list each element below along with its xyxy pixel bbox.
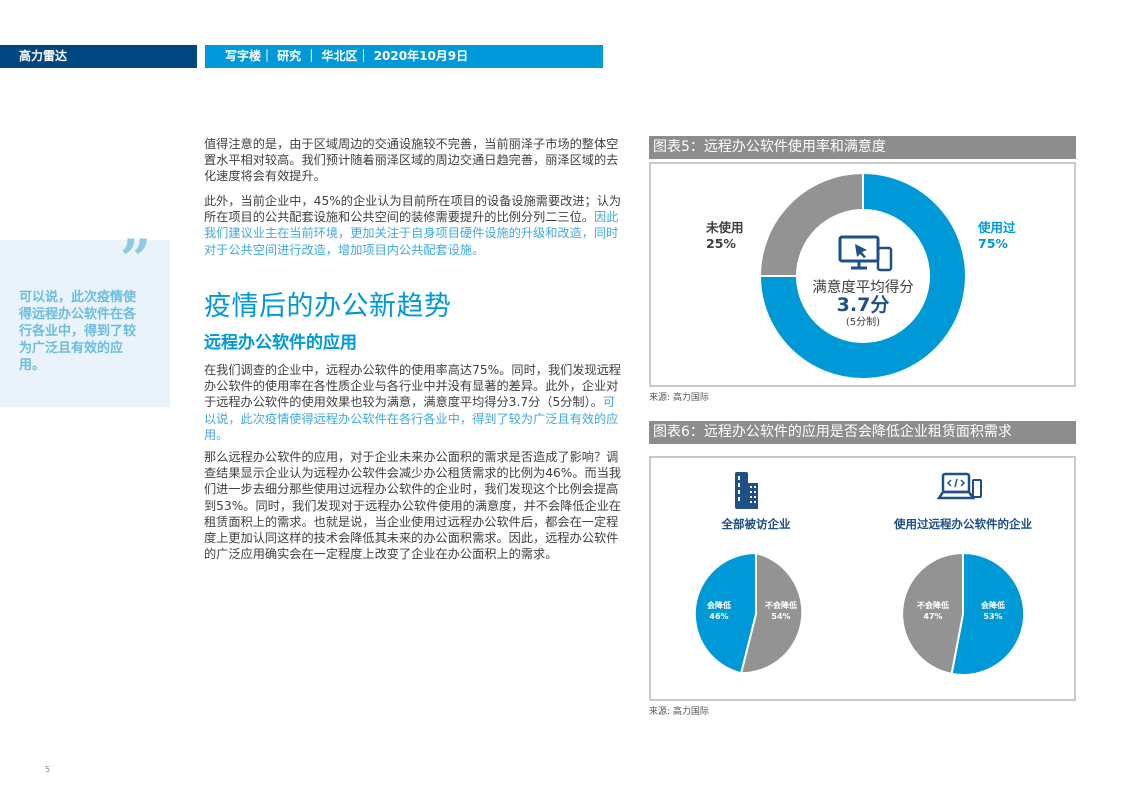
chart5-center-note: (5分制) bbox=[845, 317, 881, 328]
section-paragraph-1-highlight: 可以说，此次疫情使得远程办公软件在各行各业中，得到了较为广泛且有效的应用。 bbox=[204, 395, 619, 442]
intro-paragraph-2-text: 此外，当前企业中，45%的企业认为目前所在项目的设备设施需要改进；认为所在项目的… bbox=[204, 194, 622, 225]
chart6-source: 来源: 高力国际 bbox=[649, 707, 709, 717]
brand-header: 高力雷达 bbox=[0, 45, 197, 68]
chart5-unused-label: 未使用 bbox=[706, 220, 744, 235]
chart5-unused-value: 25% bbox=[706, 236, 736, 251]
chart5-center-caption: 满意度平均得分 bbox=[812, 280, 914, 296]
chart5-used-value: 75% bbox=[978, 236, 1008, 251]
chart6-group1-label: 全部被访企业 bbox=[721, 517, 791, 531]
quote-mark-icon: ” bbox=[120, 227, 152, 291]
pie2-no-label: 不会降低 bbox=[917, 601, 949, 610]
breadcrumb: 写字楼｜ 研究 ｜ 华北区｜ 2020年10月9日 bbox=[205, 45, 603, 68]
cursor-icon bbox=[855, 244, 867, 258]
chart5-title: 图表5：远程办公软件使用率和满意度 bbox=[649, 136, 1076, 159]
chart5-box: 未使用 25% 使用过 75% 满意度平均得分 3.7分 (5分制) bbox=[649, 162, 1076, 387]
chart6-title: 图表6：远程办公软件的应用是否会降低企业租赁面积需求 bbox=[649, 421, 1076, 444]
intro-paragraph-2-highlight: 因此我们建议业主在当前环境，更加关注于自身项目硬件设施的升级和改造，同时对于公共… bbox=[204, 210, 619, 257]
chart5-source: 来源: 高力国际 bbox=[649, 393, 709, 403]
donut-slice-unused bbox=[758, 171, 864, 277]
intro-paragraph-1: 值得注意的是，由于区域周边的交通设施较不完善，当前丽泽子市场的整体空置水平相对较… bbox=[204, 137, 619, 184]
chart6-group2-label: 使用过远程办公软件的企业 bbox=[894, 517, 1032, 531]
section-title: 疫情后的办公新趋势 bbox=[204, 291, 452, 322]
section-paragraph-1-text: 在我们调查的企业中，远程办公软件的使用率高达75%。同时，我们发现远程办公软件的… bbox=[204, 363, 622, 410]
chart5-used-label: 使用过 bbox=[978, 220, 1016, 235]
pie1-slice-yes bbox=[693, 551, 757, 675]
intro-paragraph-2: 此外，当前企业中，45%的企业认为目前所在项目的设备设施需要改进；认为所在项目的… bbox=[204, 193, 624, 258]
pie1-no-value: 54% bbox=[771, 612, 791, 621]
pie2-yes-label: 会降低 bbox=[981, 601, 1005, 610]
pie1-no-label: 不会降低 bbox=[765, 601, 797, 610]
section-paragraph-1: 在我们调查的企业中，远程办公软件的使用率高达75%。同时，我们发现远程办公软件的… bbox=[204, 362, 624, 443]
donut-slice-used bbox=[758, 171, 967, 380]
page-number: 5 bbox=[45, 765, 51, 774]
pull-quote-text: 可以说，此次疫情使得远程办公软件在各行各业中，得到了较为广泛且有效的应用。 bbox=[19, 290, 137, 373]
chart6-box: 全部被访企业 使用过远程办公软件的企业 会降低 46% 不会降低 54% 不会降… bbox=[649, 456, 1076, 701]
devices-icon bbox=[838, 235, 893, 272]
pull-quote: ” 可以说，此次疫情使得远程办公软件在各行各业中，得到了较为广泛且有效的应用。 bbox=[0, 232, 170, 407]
pie1-yes-value: 46% bbox=[709, 612, 729, 621]
chart6-graphics bbox=[693, 472, 1026, 676]
pie2-slice-no bbox=[901, 551, 964, 676]
chart5-donut bbox=[758, 171, 967, 380]
chart5-center-score: 3.7分 bbox=[836, 294, 890, 316]
section-subtitle: 远程办公软件的应用 bbox=[204, 333, 357, 353]
pie1-yes-label: 会降低 bbox=[707, 601, 731, 610]
building-icon bbox=[735, 472, 758, 509]
laptop-code-icon bbox=[936, 472, 982, 500]
pie2-slice-yes bbox=[950, 551, 1026, 676]
section-paragraph-2: 那么远程办公软件的应用，对于企业未来办公面积的需求是否造成了影响？调查结果显示企… bbox=[204, 450, 622, 562]
pie2-yes-value: 53% bbox=[983, 612, 1003, 621]
pie2-no-value: 47% bbox=[923, 612, 943, 621]
